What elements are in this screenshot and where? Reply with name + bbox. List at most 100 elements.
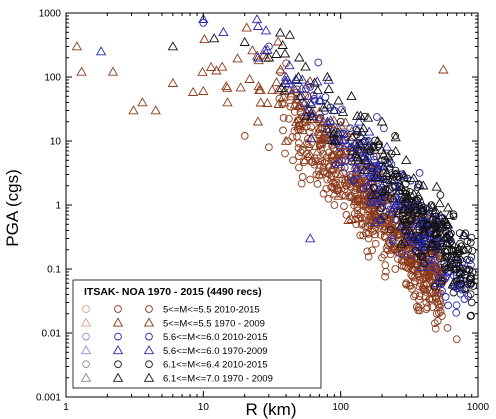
x-tick-label: 100 xyxy=(332,402,349,413)
legend-entry-label: 6.1<=M<=7.0 1970 - 2009 xyxy=(163,374,273,385)
data-point xyxy=(167,77,179,87)
cloud-point xyxy=(326,134,338,145)
cloud-point xyxy=(318,157,327,166)
cloud-point xyxy=(447,258,458,268)
cloud-point xyxy=(444,301,452,310)
cloud-point xyxy=(327,164,338,174)
x-tick-label: 10 xyxy=(198,402,210,413)
data-point xyxy=(452,265,461,273)
data-point xyxy=(265,143,273,152)
data-point xyxy=(419,211,428,219)
data-point xyxy=(401,154,412,165)
cloud-point xyxy=(351,166,362,176)
cloud-point xyxy=(397,261,406,270)
cloud-point xyxy=(441,231,452,241)
cloud-point xyxy=(285,114,293,123)
cloud-point xyxy=(217,61,228,71)
data-point xyxy=(418,180,429,190)
cloud-point xyxy=(324,159,335,169)
legend-marker xyxy=(145,305,153,313)
cloud-point xyxy=(187,86,199,96)
x-axis-label: R (km) xyxy=(246,400,297,419)
cloud-point xyxy=(386,222,394,231)
cloud-point xyxy=(328,104,340,114)
cloud-point xyxy=(421,292,430,301)
data-point xyxy=(265,42,273,51)
data-point xyxy=(319,189,328,198)
y-tick-label: 100 xyxy=(44,73,61,84)
data-point xyxy=(391,181,400,190)
data-point xyxy=(391,170,400,179)
cloud-point xyxy=(354,214,363,223)
cloud-point xyxy=(244,73,255,83)
data-point xyxy=(294,52,305,62)
cloud-point xyxy=(328,123,339,133)
data-point xyxy=(459,244,470,254)
cloud-point xyxy=(342,181,351,190)
cloud-point xyxy=(353,154,365,164)
cloud-point xyxy=(383,157,394,167)
data-point xyxy=(95,46,107,56)
cloud-point xyxy=(327,172,336,180)
cloud-point xyxy=(415,295,423,304)
legend-box xyxy=(72,279,322,389)
cloud-point xyxy=(363,161,375,171)
data-point xyxy=(209,33,220,43)
cloud-point xyxy=(376,204,385,212)
data-point xyxy=(376,116,388,126)
cloud-point xyxy=(413,190,424,200)
y-tick-label: 10 xyxy=(50,137,62,148)
data-point xyxy=(252,52,264,62)
cloud-point xyxy=(378,188,387,197)
legend-entry-label: 5<=M<=5.5 1970 - 2009 xyxy=(163,318,265,329)
cloud-point xyxy=(335,143,344,152)
data-point xyxy=(443,324,452,332)
cloud-point xyxy=(293,85,301,94)
cloud-point xyxy=(442,202,454,212)
cloud-point xyxy=(436,307,445,316)
y-tick-label: 0.001 xyxy=(36,393,61,404)
cloud-point xyxy=(299,97,310,107)
cloud-point xyxy=(423,303,432,312)
cloud-point xyxy=(383,246,392,255)
data-point xyxy=(370,169,381,179)
cloud-point xyxy=(369,208,381,218)
data-point xyxy=(346,141,357,151)
cloud-point xyxy=(462,284,470,292)
cloud-point xyxy=(468,246,477,255)
cloud-point xyxy=(349,196,361,206)
cloud-point xyxy=(373,113,381,121)
cloud-point xyxy=(241,22,252,32)
cloud-point xyxy=(247,45,258,55)
cloud-point xyxy=(197,66,208,76)
legend-marker-light xyxy=(80,345,92,355)
cloud-point xyxy=(437,279,446,288)
cloud-point xyxy=(316,113,325,122)
cloud-point xyxy=(380,212,389,221)
cloud-point xyxy=(343,214,354,224)
cloud-point xyxy=(464,292,473,300)
legend-marker-light xyxy=(82,360,90,369)
cloud-point xyxy=(467,253,476,261)
cloud-point xyxy=(309,77,320,87)
data-point xyxy=(240,132,249,140)
cloud-point xyxy=(452,308,461,317)
data-point xyxy=(137,97,148,107)
data-point xyxy=(198,85,209,95)
cloud-point xyxy=(351,163,362,173)
cloud-point xyxy=(419,285,428,294)
data-point xyxy=(299,154,311,165)
cloud-point xyxy=(273,84,284,94)
cloud-point xyxy=(407,251,415,259)
cloud-point xyxy=(328,182,337,191)
cloud-point xyxy=(387,149,396,158)
cloud-point xyxy=(396,181,407,191)
cloud-point xyxy=(317,133,328,143)
cloud-point xyxy=(300,61,311,71)
cloud-point xyxy=(262,97,273,107)
data-point xyxy=(305,233,316,243)
cloud-point xyxy=(394,255,402,263)
cloud-point xyxy=(424,274,433,282)
cloud-point xyxy=(439,232,450,243)
cloud-point xyxy=(412,216,420,224)
